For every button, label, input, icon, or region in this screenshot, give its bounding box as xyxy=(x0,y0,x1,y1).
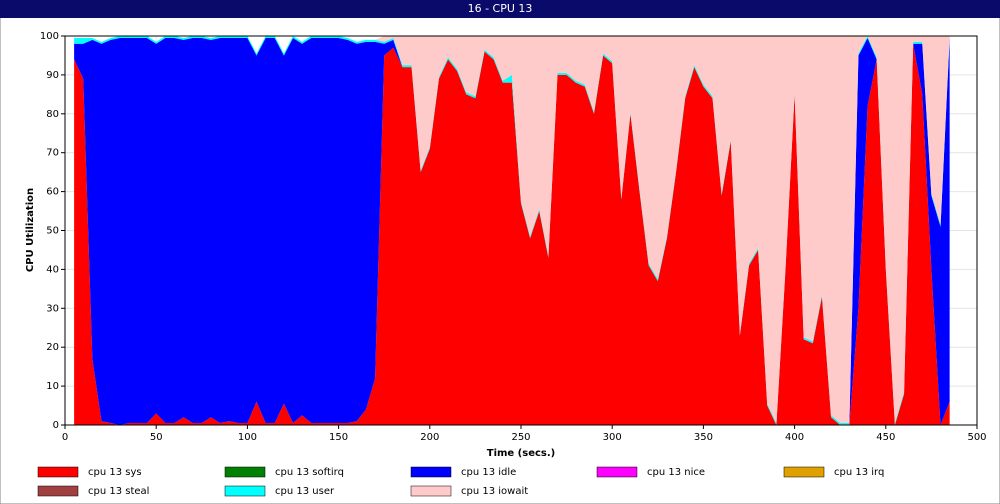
legend-swatch xyxy=(410,485,452,497)
legend-swatch xyxy=(37,485,79,497)
area xyxy=(74,36,950,424)
y-tick-label: 50 xyxy=(46,226,59,237)
y-tick-label: 20 xyxy=(46,342,59,353)
x-tick-label: 0 xyxy=(62,432,68,443)
y-tick-label: 70 xyxy=(46,148,59,159)
legend-swatch xyxy=(224,485,266,497)
x-tick-label: 400 xyxy=(785,432,804,443)
y-tick-label: 60 xyxy=(46,187,59,198)
y-tick-label: 80 xyxy=(46,109,59,120)
y-axis-label: CPU Utilization xyxy=(25,188,36,272)
y-tick-label: 40 xyxy=(46,264,59,275)
x-tick-label: 150 xyxy=(329,432,348,443)
plot-border xyxy=(64,35,978,426)
y-tick-label: 30 xyxy=(46,303,59,314)
legend-label: cpu 13 nice xyxy=(647,467,705,478)
legend-label: cpu 13 steal xyxy=(88,486,149,497)
x-tick-label: 350 xyxy=(694,432,713,443)
y-tick-label: 100 xyxy=(40,31,59,42)
x-tick-label: 500 xyxy=(967,432,986,443)
chart-title: 16 - CPU 13 xyxy=(468,2,533,15)
legend-label: cpu 13 iowait xyxy=(461,486,528,497)
legend-swatch xyxy=(410,466,452,478)
legend-label: cpu 13 sys xyxy=(88,467,142,478)
area xyxy=(74,37,950,425)
x-tick-label: 200 xyxy=(420,432,439,443)
legend-label: cpu 13 softirq xyxy=(275,467,344,478)
y-tick-label: 0 xyxy=(53,420,59,431)
legend-label: cpu 13 user xyxy=(275,486,335,497)
area xyxy=(74,43,950,425)
legend-label: cpu 13 idle xyxy=(461,467,516,478)
y-tick-label: 90 xyxy=(46,70,59,81)
x-axis-label: Time (secs.) xyxy=(487,448,556,459)
legend-label: cpu 13 irq xyxy=(834,467,884,478)
legend-swatch xyxy=(37,466,79,478)
x-tick-label: 100 xyxy=(238,432,257,443)
x-tick-label: 250 xyxy=(511,432,530,443)
x-tick-label: 50 xyxy=(150,432,163,443)
legend-swatch xyxy=(596,466,638,478)
title-bar xyxy=(0,0,1000,18)
legend-swatch xyxy=(224,466,266,478)
legend-swatch xyxy=(783,466,825,478)
x-tick-label: 300 xyxy=(603,432,622,443)
y-tick-label: 10 xyxy=(46,381,59,392)
x-tick-label: 450 xyxy=(876,432,895,443)
